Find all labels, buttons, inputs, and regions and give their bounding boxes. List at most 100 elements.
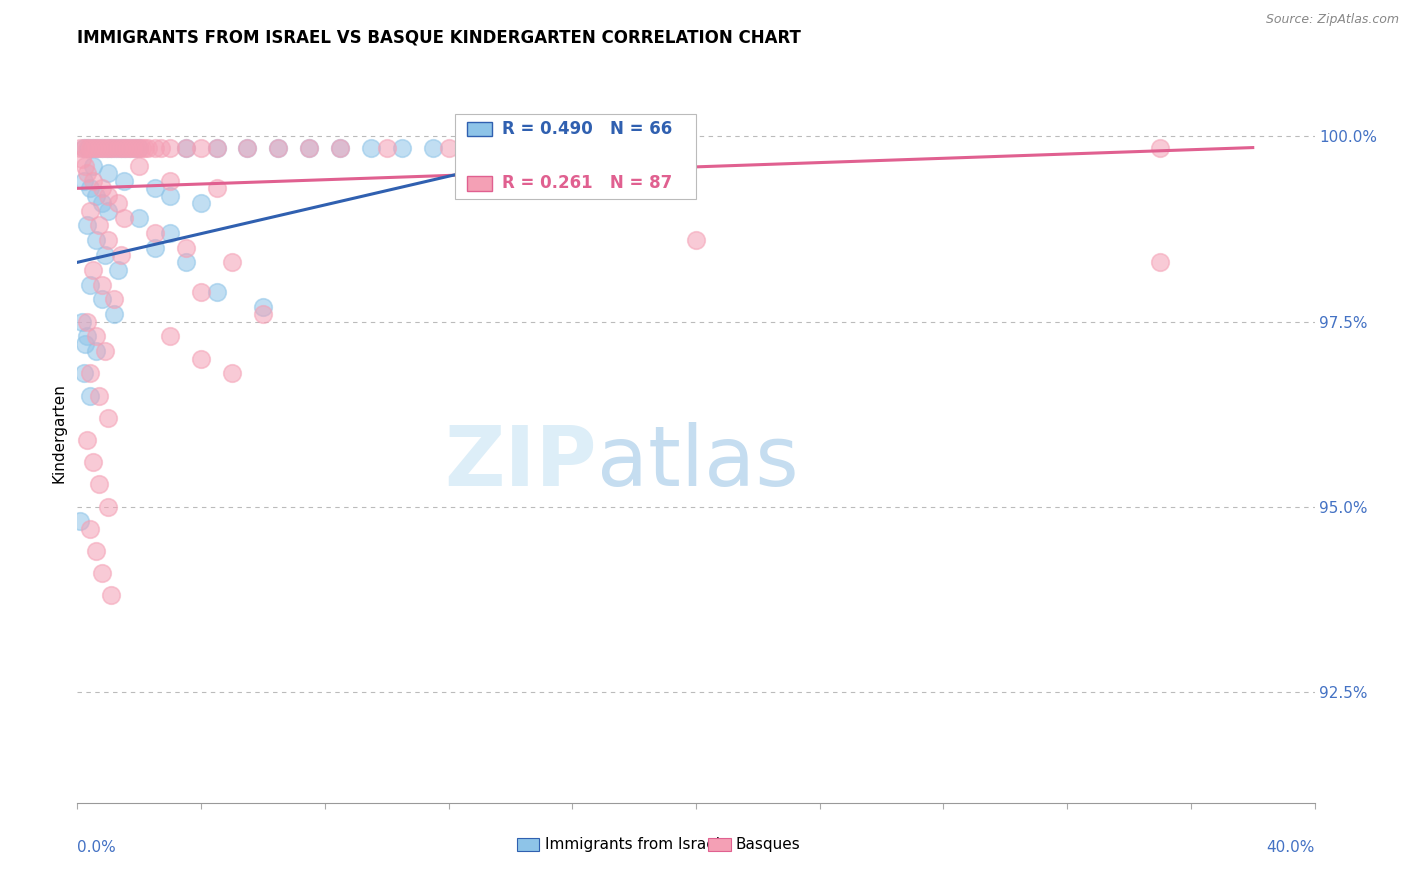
- Point: [391, 140, 413, 154]
- Point: [87, 140, 110, 154]
- FancyBboxPatch shape: [516, 838, 538, 851]
- Point: [143, 240, 166, 254]
- Point: [159, 174, 181, 188]
- Point: [79, 388, 101, 402]
- Point: [159, 188, 181, 202]
- Point: [82, 140, 104, 154]
- Point: [72, 174, 94, 188]
- Point: [143, 181, 166, 195]
- Point: [267, 140, 290, 154]
- Point: [82, 262, 104, 277]
- Point: [134, 140, 156, 154]
- Point: [91, 566, 114, 581]
- Point: [96, 140, 118, 154]
- Point: [128, 140, 150, 154]
- Point: [76, 329, 98, 343]
- Point: [82, 455, 104, 469]
- Point: [79, 367, 101, 381]
- Point: [79, 181, 101, 195]
- Point: [114, 140, 136, 154]
- Point: [499, 140, 522, 154]
- Point: [75, 336, 96, 351]
- Point: [97, 410, 120, 425]
- Point: [159, 226, 181, 240]
- Point: [97, 188, 120, 202]
- Point: [360, 140, 382, 154]
- Point: [91, 196, 114, 211]
- Point: [128, 159, 150, 173]
- Point: [115, 140, 138, 154]
- Point: [1149, 140, 1171, 154]
- Point: [375, 140, 398, 154]
- Point: [100, 140, 122, 154]
- Point: [453, 140, 475, 154]
- Text: Immigrants from Israel: Immigrants from Israel: [546, 837, 720, 852]
- Point: [86, 140, 108, 154]
- Point: [97, 140, 120, 154]
- Point: [69, 515, 91, 529]
- Point: [174, 240, 197, 254]
- Text: 40.0%: 40.0%: [1267, 839, 1315, 855]
- Point: [110, 140, 132, 154]
- Point: [87, 477, 110, 491]
- Point: [110, 248, 132, 262]
- Text: R = 0.261   N = 87: R = 0.261 N = 87: [502, 174, 672, 192]
- Point: [91, 277, 114, 292]
- Point: [159, 329, 181, 343]
- Point: [79, 277, 101, 292]
- Point: [190, 351, 212, 366]
- Point: [91, 293, 114, 307]
- Point: [110, 140, 132, 154]
- Point: [70, 314, 93, 328]
- Point: [79, 203, 101, 218]
- Point: [143, 140, 166, 154]
- Point: [112, 174, 135, 188]
- Point: [84, 140, 107, 154]
- Text: Basques: Basques: [735, 837, 800, 852]
- Point: [82, 159, 104, 173]
- Point: [329, 140, 352, 154]
- Point: [97, 233, 120, 247]
- Point: [103, 307, 125, 321]
- Point: [84, 344, 107, 359]
- Point: [87, 219, 110, 233]
- Point: [236, 140, 259, 154]
- Point: [72, 367, 94, 381]
- Point: [76, 433, 98, 447]
- Point: [97, 500, 120, 514]
- Point: [138, 140, 160, 154]
- Point: [70, 152, 93, 166]
- Point: [94, 344, 117, 359]
- Point: [84, 544, 107, 558]
- Point: [298, 140, 321, 154]
- Point: [103, 140, 125, 154]
- Point: [107, 196, 129, 211]
- Point: [561, 140, 583, 154]
- Point: [190, 140, 212, 154]
- Point: [84, 329, 107, 343]
- Point: [118, 140, 141, 154]
- Point: [128, 140, 150, 154]
- Point: [97, 203, 120, 218]
- Point: [94, 140, 117, 154]
- Point: [112, 140, 135, 154]
- Point: [174, 255, 197, 269]
- Text: R = 0.490   N = 66: R = 0.490 N = 66: [502, 120, 672, 138]
- Point: [84, 188, 107, 202]
- Point: [1149, 255, 1171, 269]
- Point: [76, 314, 98, 328]
- Point: [128, 211, 150, 225]
- FancyBboxPatch shape: [467, 176, 492, 191]
- Point: [267, 140, 290, 154]
- Point: [190, 285, 212, 299]
- Point: [124, 140, 146, 154]
- Point: [105, 140, 127, 154]
- Point: [87, 388, 110, 402]
- Point: [143, 226, 166, 240]
- Point: [103, 293, 125, 307]
- Point: [91, 140, 114, 154]
- Point: [91, 140, 114, 154]
- Point: [76, 166, 98, 180]
- Point: [159, 140, 181, 154]
- Point: [97, 166, 120, 180]
